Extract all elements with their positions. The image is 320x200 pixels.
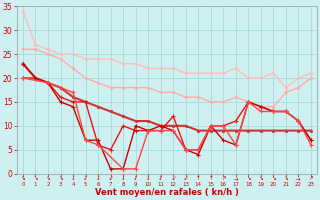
X-axis label: Vent moyen/en rafales ( kn/h ): Vent moyen/en rafales ( kn/h ) (95, 188, 239, 197)
